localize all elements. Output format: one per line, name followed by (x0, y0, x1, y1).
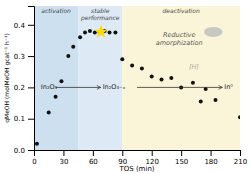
tick-label: 0.2 (14, 84, 25, 92)
axis-line (35, 151, 241, 157)
tick: 0.4 (14, 22, 34, 30)
annotation-text: [H] (189, 63, 199, 71)
text-line: performance (80, 14, 120, 22)
scatter-point (113, 31, 117, 35)
scatter-point (71, 45, 75, 49)
scatter-point (160, 78, 164, 82)
scatter-point (140, 67, 144, 71)
tick-label: 180 (204, 158, 217, 166)
scatter-point (83, 31, 87, 35)
tick-mark (28, 25, 34, 26)
tick: 180 (204, 150, 217, 166)
y-axis-title: qMeOH (molMeOH gcat⁻¹ h⁻¹) (3, 33, 11, 123)
tick-label: 0.3 (14, 53, 25, 61)
scatter-point (213, 98, 217, 102)
chart-container: 0 30 60 90 120 150 180 210 0.0 0.1 0.2 0.3 0.4 activa… (0, 0, 250, 174)
cloud (204, 27, 223, 37)
tick: 0.3 (14, 53, 34, 61)
tick: 90 (118, 150, 127, 166)
scatter-point (150, 74, 154, 78)
annotation-text: Reductiveamorphization (156, 31, 203, 47)
tick: 0.2 (14, 84, 34, 92)
scatter-point (199, 99, 203, 103)
scatter-point (108, 31, 112, 35)
y-axis: 0.0 0.1 0.2 0.3 0.4 (14, 7, 35, 155)
text-line: amorphization (156, 39, 203, 47)
region-label: deactivation (163, 7, 200, 14)
tick-label: 150 (175, 158, 188, 166)
arrow (56, 87, 101, 88)
tick-mark (93, 150, 94, 156)
tick-label: 210 (234, 158, 247, 166)
tick-label: 0.1 (14, 115, 25, 123)
tick: 0.0 (14, 147, 34, 155)
tick-label: 0.4 (14, 22, 26, 30)
formula-label: In₂O₃₋ₓ (103, 83, 126, 91)
scatter-point (47, 110, 51, 114)
axis-line (28, 7, 35, 151)
tick-mark (211, 150, 212, 156)
tick: 60 (89, 150, 98, 166)
scatter-point (66, 54, 70, 58)
text-line: [H] (189, 63, 199, 71)
tick-mark (181, 150, 182, 156)
region-background (122, 6, 240, 150)
region-label: activation (41, 7, 71, 14)
tick: 210 (234, 150, 247, 166)
tick-mark (28, 150, 34, 151)
tick: 0 (32, 150, 36, 166)
tick: 150 (175, 150, 188, 166)
tick-mark (28, 87, 34, 88)
chart-svg: 0 30 60 90 120 150 180 210 0.0 0.1 0.2 0.3 0.4 activa… (0, 0, 250, 174)
text-line: deactivation (163, 7, 200, 14)
region-label: stableperformance (80, 7, 120, 22)
tick-mark (28, 56, 34, 57)
scatter-point (35, 142, 39, 146)
data-group (34, 6, 240, 150)
tick: 30 (59, 150, 68, 166)
tick-label: 0.0 (14, 147, 25, 155)
tick-mark (152, 150, 153, 156)
tick-label: 60 (89, 158, 98, 166)
scatter-point (59, 79, 63, 83)
scatter-point (169, 76, 173, 80)
scatter-point (120, 57, 124, 61)
scatter-point (54, 95, 58, 99)
annotation-group: activation stableperformance deactivation R… (41, 7, 233, 91)
formula-label: In₂O₃ (41, 83, 58, 91)
tick-mark (240, 150, 241, 156)
tick-label: 30 (59, 158, 68, 166)
scatter-point (130, 63, 134, 67)
x-axis: 0 30 60 90 120 150 180 210 (32, 150, 247, 166)
region-background (78, 6, 122, 150)
tick: 120 (146, 150, 159, 166)
scatter-point (238, 115, 240, 119)
tick: 0.1 (14, 115, 34, 123)
tick-label: 0 (32, 158, 36, 166)
plot-area: 0 30 60 90 120 150 180 210 0.0 0.1 0.2 0.3 0.4 activa… (14, 6, 247, 166)
x-axis-title: TOS (min) (118, 165, 154, 173)
tick-mark (122, 150, 123, 156)
scatter-point (191, 81, 195, 85)
sun-star (94, 25, 108, 38)
region-background (34, 6, 78, 150)
tick-mark (28, 119, 34, 120)
text-line: activation (41, 7, 71, 14)
scatter-point (78, 35, 82, 39)
tick-mark (63, 150, 64, 156)
text-line: Reductive (163, 31, 196, 39)
arrow (137, 87, 222, 88)
formula-label: In⁰ (224, 83, 233, 91)
scatter-point (88, 29, 92, 33)
